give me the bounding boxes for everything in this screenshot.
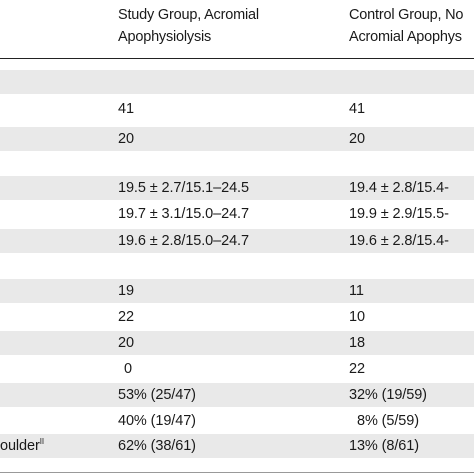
table-row: 19.5 ± 2.7/15.1–24.5 19.4 ± 2.8/15.4-: [0, 176, 474, 200]
study-value: 22: [118, 309, 134, 325]
table-row: oulderII 62% (38/61) 13% (8/61): [0, 434, 474, 458]
control-header-line1: Control Group, No: [349, 7, 464, 23]
control-value: 8% (5/59): [357, 413, 419, 429]
table-row: 53% (25/47) 32% (19/59): [0, 383, 474, 407]
table-bottom-rule: [0, 472, 474, 473]
study-header-line2: Apophysiolysis: [118, 29, 212, 45]
study-value: 19.5 ± 2.7/15.1–24.5: [118, 180, 249, 196]
study-value: 41: [118, 101, 134, 117]
table-row: 41 41: [0, 97, 474, 121]
study-header-line1: Study Group, Acromial: [118, 7, 259, 23]
table-row: [0, 70, 474, 94]
study-value: 19.6 ± 2.8/15.0–24.7: [118, 233, 249, 249]
table-header: Study Group, Acromial Apophysiolysis Con…: [0, 0, 474, 59]
control-value: 22: [349, 361, 365, 377]
table-row: 20 18: [0, 331, 474, 355]
study-value: 53% (25/47): [118, 387, 196, 403]
study-value: 62% (38/61): [118, 438, 196, 454]
study-value: 0: [124, 361, 132, 377]
study-value: 40% (19/47): [118, 413, 196, 429]
control-value: 11: [349, 283, 364, 299]
table-row: [0, 150, 474, 174]
table-row: 22 10: [0, 305, 474, 329]
table-row: 0 22: [0, 357, 474, 381]
row-label-text: oulder: [0, 438, 40, 454]
table-row: 19.6 ± 2.8/15.0–24.7 19.6 ± 2.8/15.4-: [0, 229, 474, 253]
control-value: 19.6 ± 2.8/15.4-: [349, 233, 449, 249]
control-value: 13% (8/61): [349, 438, 419, 454]
table-row: 40% (19/47) 8% (5/59): [0, 409, 474, 433]
study-value: 20: [118, 131, 134, 147]
study-value: 19.7 ± 3.1/15.0–24.7: [118, 206, 249, 222]
control-value: 20: [349, 131, 365, 147]
control-value: 10: [349, 309, 365, 325]
footnote-marker: II: [39, 437, 44, 447]
table-row: 20 20: [0, 127, 474, 151]
control-value: 18: [349, 335, 365, 351]
table-row: [0, 254, 474, 278]
row-label: oulderII: [0, 434, 44, 458]
control-value: 19.9 ± 2.9/15.5-: [349, 206, 449, 222]
study-value: 20: [118, 335, 134, 351]
study-value: 19: [118, 283, 134, 299]
table-row: 19 11: [0, 279, 474, 303]
control-header-line2: Acromial Apophys: [349, 29, 462, 45]
study-group-header: Study Group, Acromial Apophysiolysis: [118, 4, 259, 48]
control-value: 41: [349, 101, 365, 117]
table-row: 19.7 ± 3.1/15.0–24.7 19.9 ± 2.9/15.5-: [0, 202, 474, 226]
control-value: 32% (19/59): [349, 387, 427, 403]
control-group-header: Control Group, No Acromial Apophys: [349, 4, 463, 48]
control-value: 19.4 ± 2.8/15.4-: [349, 180, 449, 196]
